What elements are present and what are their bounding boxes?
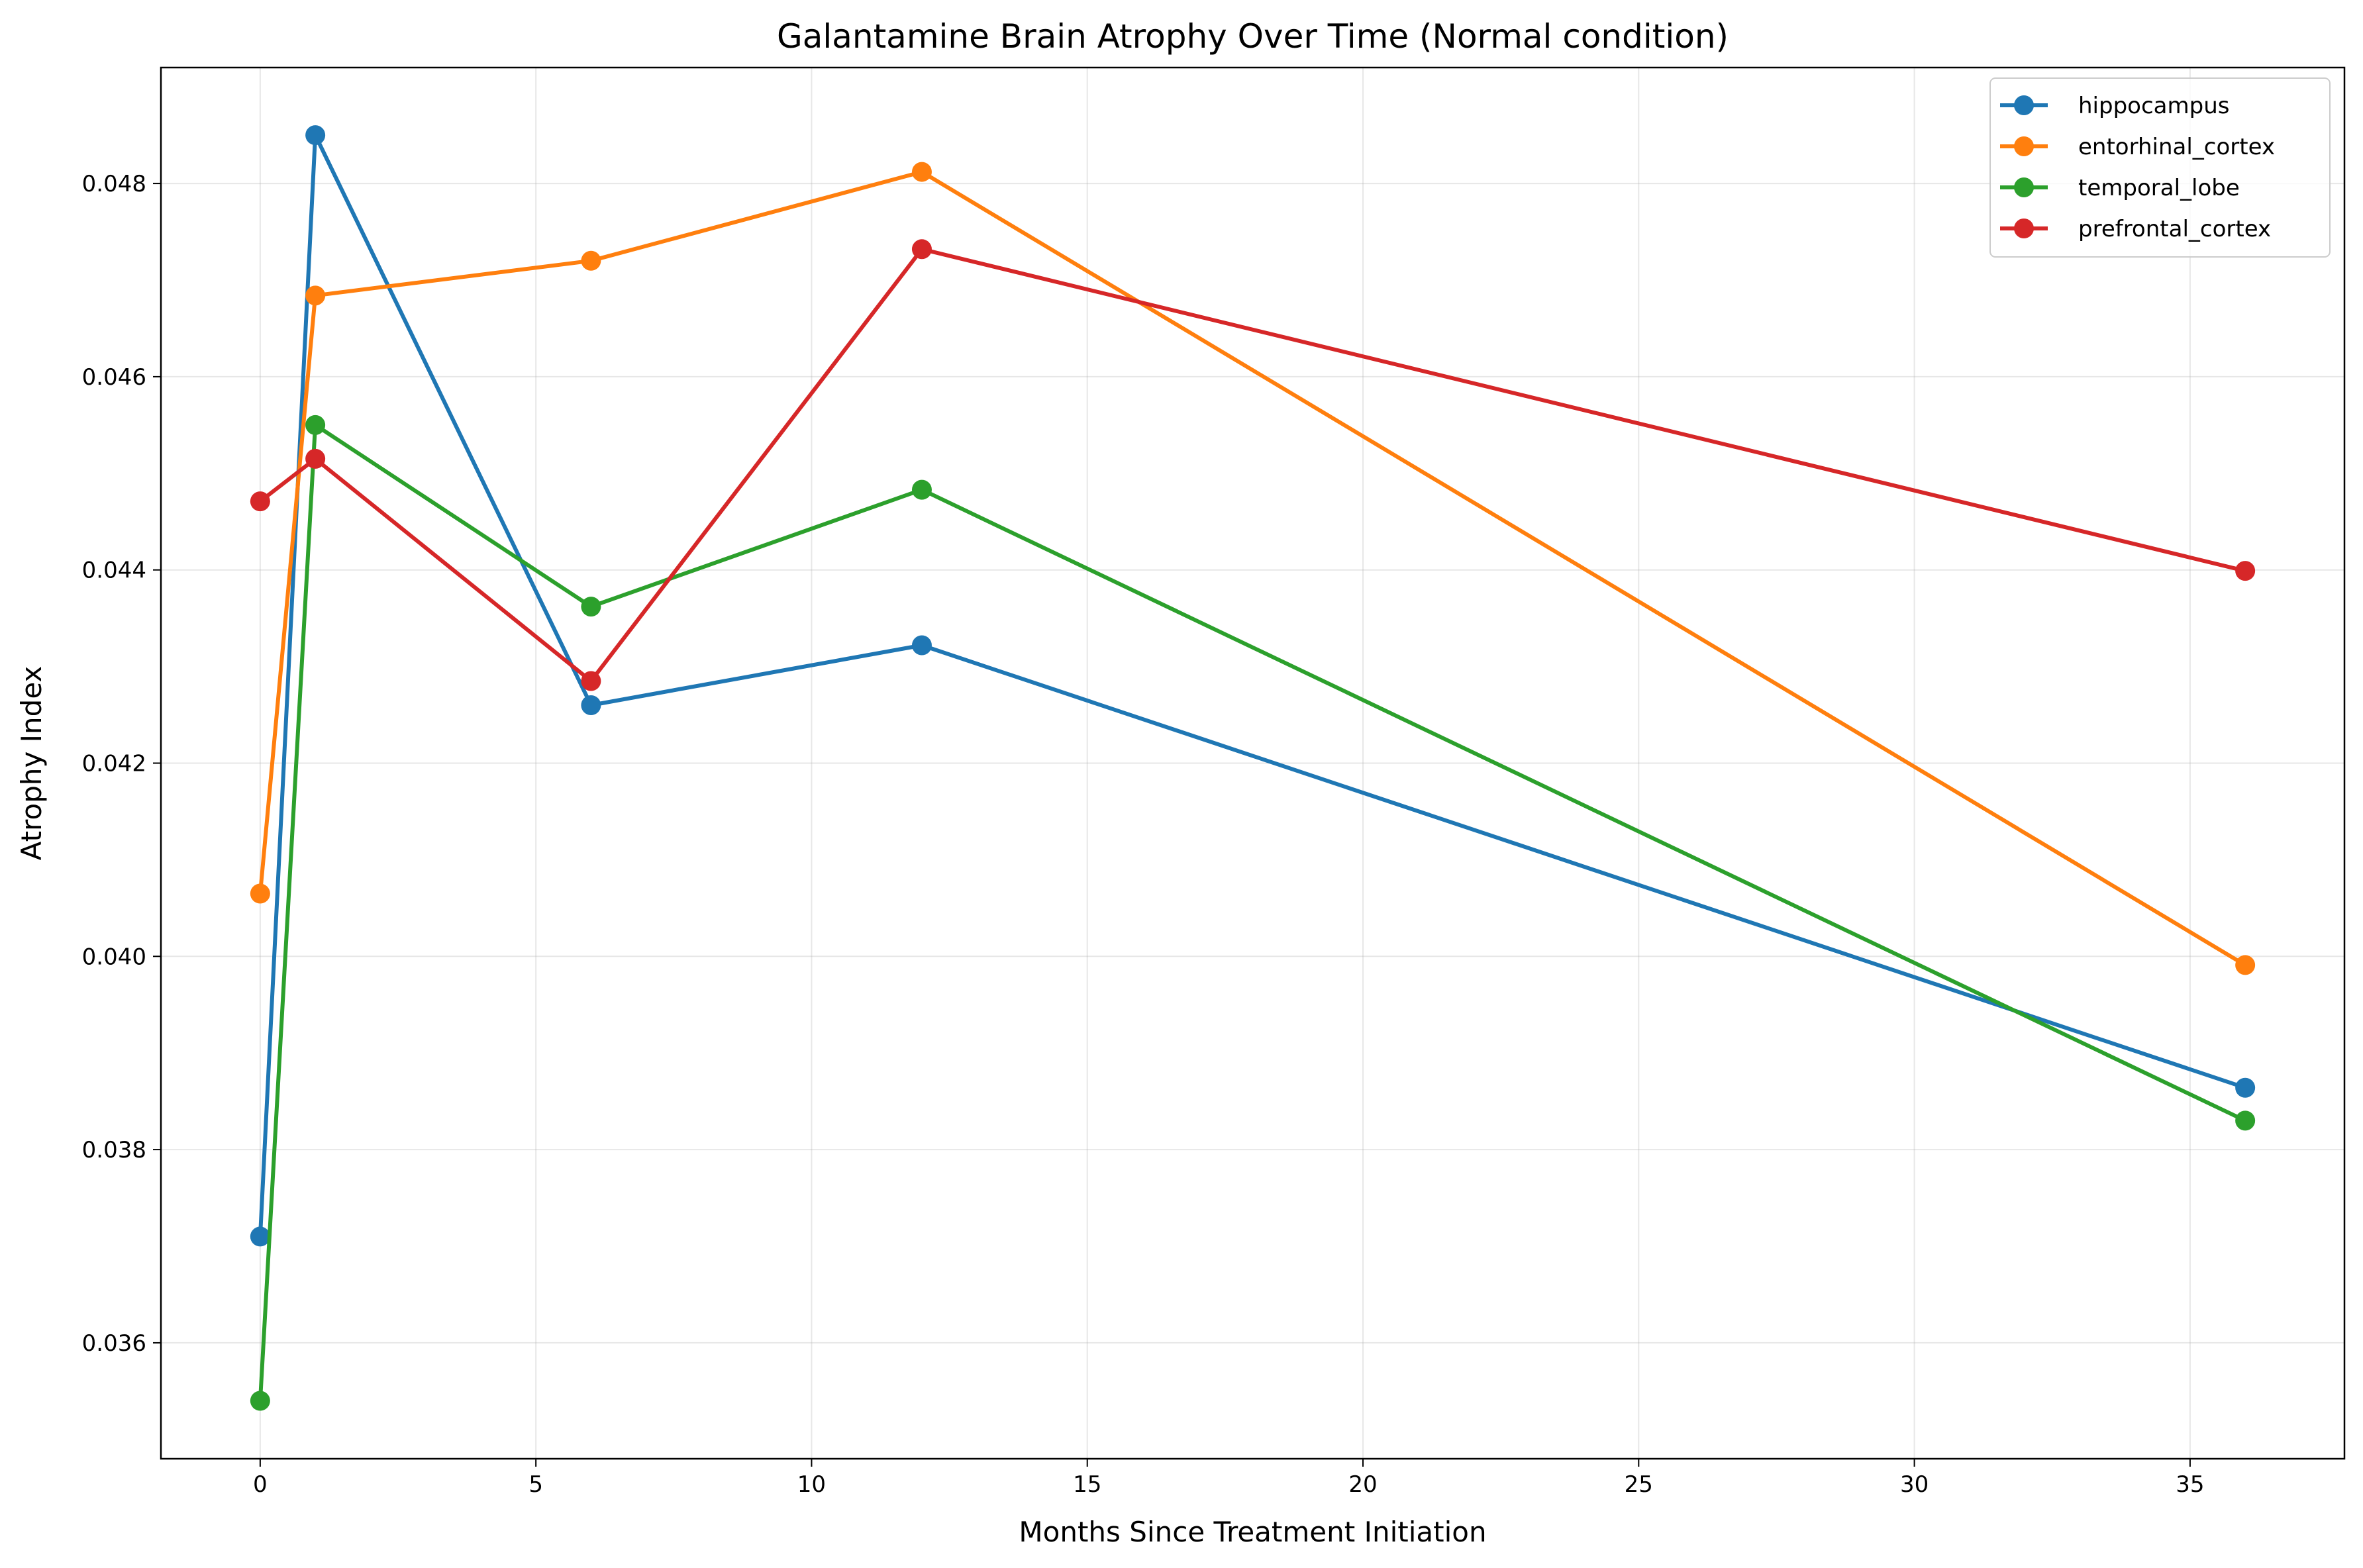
data-point xyxy=(911,162,932,182)
data-point xyxy=(911,635,932,656)
series-prefrontal-cortex xyxy=(250,239,2256,691)
legend-label: hippocampus xyxy=(2078,93,2229,119)
legend-box xyxy=(1989,77,2331,258)
series-entorhinal-cortex xyxy=(250,162,2256,975)
y-tick-label: 0.044 xyxy=(82,558,146,584)
x-tick-label: 25 xyxy=(1625,1471,1653,1498)
x-tick-label: 15 xyxy=(1073,1471,1101,1498)
x-tick-label: 5 xyxy=(528,1471,543,1498)
data-point xyxy=(250,1226,270,1247)
legend: hippocampus entorhinal_cortex temporal_lob… xyxy=(1989,77,2331,258)
legend-item: prefrontal_cortex xyxy=(2000,216,2271,242)
x-tick-label: 10 xyxy=(797,1471,826,1498)
chart-title: Galantamine Brain Atrophy Over Time (Nor… xyxy=(777,17,1729,56)
ticks: 0 5 10 15 20 25 30 35 0.036 0.038 0.040 0.042 0.044 0… xyxy=(82,171,2205,1498)
data-point xyxy=(250,883,270,904)
series-layer xyxy=(250,125,2256,1411)
series-temporal-lobe xyxy=(250,415,2256,1411)
x-tick-label: 35 xyxy=(2176,1471,2204,1498)
data-point xyxy=(305,415,326,435)
data-point xyxy=(305,285,326,306)
legend-label: entorhinal_cortex xyxy=(2078,134,2275,160)
x-tick-label: 0 xyxy=(253,1471,268,1498)
y-tick-label: 0.042 xyxy=(82,751,146,777)
data-point xyxy=(581,695,601,715)
x-axis-label: Months Since Treatment Initiation xyxy=(1019,1516,1486,1548)
y-tick-label: 0.036 xyxy=(82,1330,146,1357)
legend-marker xyxy=(2014,219,2034,238)
legend-label: prefrontal_cortex xyxy=(2078,216,2271,242)
legend-item: entorhinal_cortex xyxy=(2000,134,2275,160)
legend-label: temporal_lobe xyxy=(2078,175,2240,201)
y-tick-label: 0.046 xyxy=(82,364,146,391)
data-point xyxy=(250,1391,270,1411)
x-tick-label: 30 xyxy=(1900,1471,1929,1498)
data-point xyxy=(305,448,326,469)
data-point xyxy=(911,239,932,260)
legend-marker xyxy=(2014,177,2034,197)
legend-marker xyxy=(2014,136,2034,156)
data-point xyxy=(581,597,601,617)
data-point xyxy=(2235,1077,2256,1098)
x-tick-label: 20 xyxy=(1348,1471,1377,1498)
data-point xyxy=(2235,1110,2256,1131)
data-point xyxy=(2235,561,2256,581)
y-tick-label: 0.038 xyxy=(82,1137,146,1163)
legend-item: hippocampus xyxy=(2000,93,2229,119)
legend-item: temporal_lobe xyxy=(2000,175,2240,201)
y-tick-label: 0.048 xyxy=(82,171,146,197)
grid xyxy=(161,68,2344,1459)
data-point xyxy=(581,250,601,271)
data-point xyxy=(305,125,326,146)
data-point xyxy=(581,671,601,691)
data-point xyxy=(911,479,932,500)
y-tick-label: 0.040 xyxy=(82,944,146,970)
data-point xyxy=(2235,955,2256,975)
legend-marker xyxy=(2014,95,2034,115)
data-point xyxy=(250,491,270,512)
y-axis-label: Atrophy Index xyxy=(15,666,48,861)
